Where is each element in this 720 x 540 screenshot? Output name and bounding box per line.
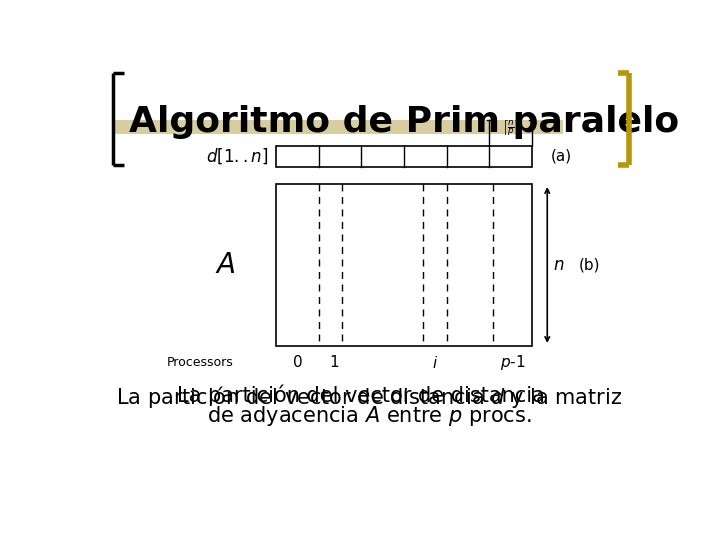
Text: 1: 1 xyxy=(329,355,339,370)
Text: $\left\lceil\frac{n}{p}\right\rceil$: $\left\lceil\frac{n}{p}\right\rceil$ xyxy=(502,119,519,138)
Bar xyxy=(113,120,563,134)
Text: $i$: $i$ xyxy=(432,355,438,371)
Text: 0: 0 xyxy=(292,355,302,370)
Text: (b): (b) xyxy=(578,258,600,273)
Text: (a): (a) xyxy=(551,149,572,164)
Text: La partición del vector de distancia $d$ y la matriz: La partición del vector de distancia $d$… xyxy=(116,384,622,410)
Text: Processors: Processors xyxy=(166,356,233,369)
Text: $d[1..n]$: $d[1..n]$ xyxy=(206,147,269,166)
Bar xyxy=(276,184,532,346)
Bar xyxy=(276,146,532,167)
Text: $n$: $n$ xyxy=(554,256,565,274)
Text: A: A xyxy=(216,251,235,279)
Text: $p$-1: $p$-1 xyxy=(500,353,525,372)
Text: de adyacencia $A$ entre $p$ procs.: de adyacencia $A$ entre $p$ procs. xyxy=(207,404,531,428)
Text: La partición del vector de distancia: La partición del vector de distancia xyxy=(177,384,552,406)
Text: Algoritmo de Prim paralelo: Algoritmo de Prim paralelo xyxy=(129,105,679,139)
